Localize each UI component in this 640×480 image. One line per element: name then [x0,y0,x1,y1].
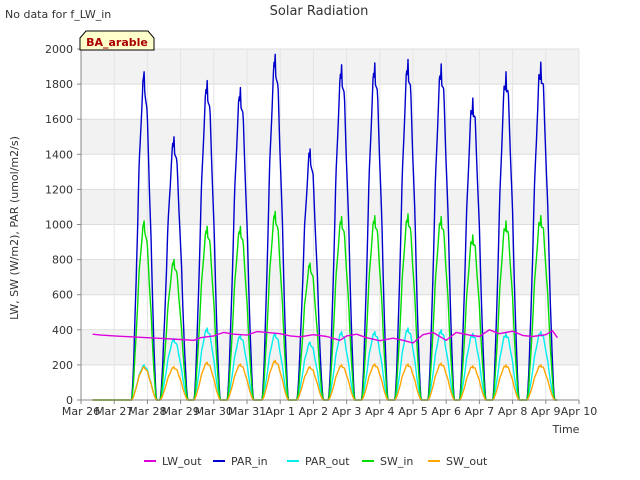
site-badge-label: BA_arable [86,36,148,49]
x-tick-label: Apr 6 [431,405,461,418]
x-tick-label: Mar 29 [161,405,199,418]
band-1 [81,329,579,365]
legend-label: SW_out [446,455,488,468]
series-layer [92,53,558,401]
x-tick-label: Apr 3 [332,405,362,418]
no-data-notice: No data for f_LW_in [5,8,111,21]
y-tick-label: 0 [66,394,73,407]
y-tick-label: 2000 [45,43,73,56]
band-5 [81,189,579,225]
x-tick-label: Mar 31 [228,405,266,418]
x-tick-label: Apr 9 [531,405,561,418]
band-7 [81,119,579,155]
legend: LW_out PAR_in PAR_out SW_in SW_out [144,455,488,468]
x-tick-label: Apr 1 [265,405,295,418]
y-tick-label: 600 [52,289,73,302]
x-tick-label: Apr 10 [561,405,598,418]
series-line-par-out [92,327,558,401]
y-tick-label: 800 [52,254,73,267]
x-axis-label: Time [552,423,580,436]
x-tick-label: Apr 5 [398,405,428,418]
y-tick-label: 200 [52,359,73,372]
legend-label: LW_out [162,455,202,468]
y-tick-label: 1200 [45,183,73,196]
legend-label: SW_in [380,455,413,468]
x-tick-label: Mar 30 [195,405,233,418]
y-axis-label: LW, SW (W/m2), PAR (umol/m2/s) [8,136,21,320]
legend-label: PAR_in [231,455,268,468]
y-tick-label: 1800 [45,78,73,91]
y-tick-label: 1600 [45,113,73,126]
x-tick-label: Mar 26 [62,405,100,418]
grid-lines [80,48,580,401]
x-tick-label: Apr 8 [498,405,528,418]
site-badge: BA_arable [79,30,155,51]
x-tick-label: Mar 28 [128,405,166,418]
x-tick-label: Mar 27 [95,405,133,418]
series-line-sw-in [92,210,558,401]
y-tick-label: 400 [52,324,73,337]
series-line-lw-out [92,329,558,344]
series-line-sw-out [92,359,558,401]
axes: 0 200 400 600 800 1000 1200 1400 1600 1800 2000 Mar… [45,43,597,418]
band-3 [81,259,579,295]
x-tick-label: Apr 2 [299,405,329,418]
band-9 [81,49,579,85]
y-tick-label: 1000 [45,219,73,232]
y-tick-label: 1400 [45,148,73,161]
x-tick-label: Apr 7 [465,405,495,418]
x-tick-label: Apr 4 [365,405,395,418]
series-line-par-in [92,53,558,401]
chart-title: Solar Radiation [270,4,369,19]
legend-label: PAR_out [305,455,350,468]
